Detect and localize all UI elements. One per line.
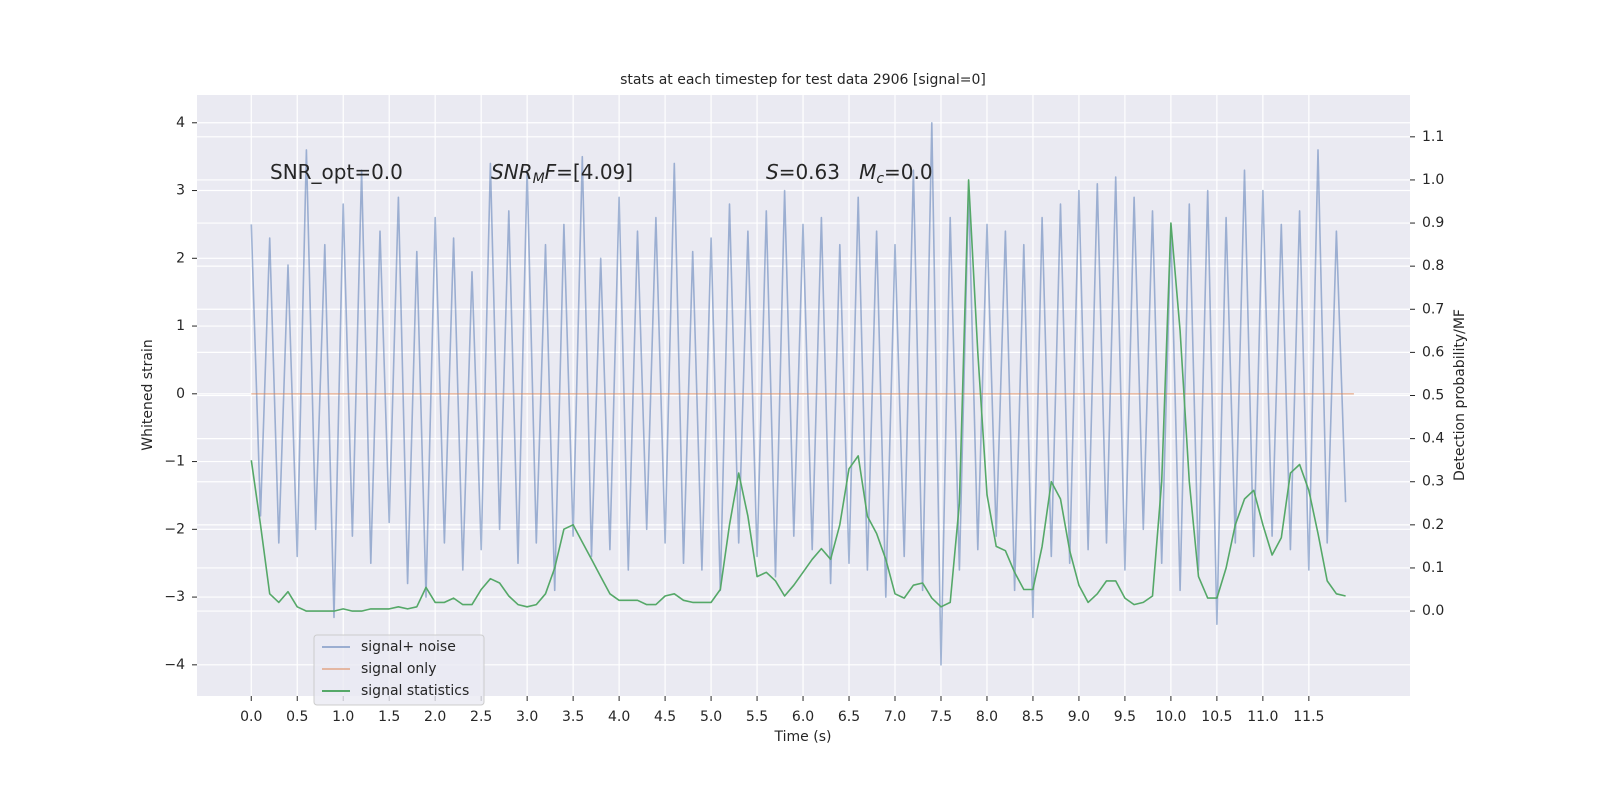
x-tick-label: 4.5 [654,709,676,725]
series-line [250,179,1346,612]
annotation: SNRMF=[4.09] [491,160,633,188]
series-line [250,122,1347,666]
y-tick-label: −3 [164,589,185,605]
y-tick-label: 1 [176,318,185,334]
y-tick-label: 2 [176,250,185,266]
x-tick-label: 2.0 [424,709,446,725]
y-axis-label: Whitened strain [140,339,156,450]
y2-tick-label: 1.0 [1422,172,1444,188]
annotation-part: M [533,171,545,187]
x-tick-label: 3.5 [562,709,584,725]
x-tick-label: 3.0 [516,709,538,725]
legend-box [313,634,485,706]
y2-tick-label: 0.0 [1422,603,1444,619]
annotation: SNR_opt=0.0 [270,160,403,184]
legend-label: signal statistics [361,683,469,699]
legend-label: signal+ noise [361,639,456,655]
x-tick-label: 2.5 [470,709,492,725]
y2-tick-label: 0.2 [1422,517,1444,533]
x-tick-label: 0.0 [240,709,262,725]
x-tick-label: 11.5 [1293,709,1324,725]
y-tick-label: −1 [164,454,185,470]
annotation-part: SNR [491,160,533,184]
annotation-part: SNR_opt=0.0 [270,160,403,184]
x-tick-label: 9.5 [1114,709,1136,725]
y2-tick-label: 0.5 [1422,388,1444,404]
y2-tick-label: 0.4 [1422,431,1444,447]
x-axis-label: Time (s) [774,729,832,745]
x-tick-label: 11.0 [1247,709,1278,725]
annotation-part: c [876,171,884,187]
x-tick-label: 0.5 [286,709,308,725]
x-tick-label: 8.5 [1022,709,1044,725]
chart-title: stats at each timestep for test data 290… [620,72,986,88]
y2-tick-label: 0.6 [1422,344,1444,360]
y-tick-label: 4 [176,115,185,131]
y-tick-label: 0 [176,386,185,402]
y-tick-label: −2 [164,521,185,537]
y-tick-label: 3 [176,183,185,199]
x-tick-label: 6.5 [838,709,860,725]
annotation-part: =0.0 [884,160,933,184]
annotation-part: =0.63 [779,160,859,184]
x-tick-label: 4.0 [608,709,630,725]
y2-tick-label: 0.8 [1422,258,1444,274]
x-tick-label: 10.5 [1201,709,1232,725]
x-tick-label: 9.0 [1068,709,1090,725]
y-tick-label: −4 [164,657,185,673]
annotation-part: =[4.09] [556,160,633,184]
y2-tick-label: 0.1 [1422,560,1444,576]
x-tick-label: 6.0 [792,709,814,725]
y2-tick-label: 1.1 [1422,129,1444,145]
x-tick-label: 7.5 [930,709,952,725]
x-tick-label: 1.5 [378,709,400,725]
x-tick-label: 7.0 [884,709,906,725]
x-tick-label: 5.5 [746,709,768,725]
legend-label: signal only [361,661,436,677]
annotation: S=0.63 Mc=0.0 [766,160,933,188]
y2-tick-label: 0.9 [1422,215,1444,231]
x-tick-label: 10.0 [1155,709,1186,725]
x-tick-label: 1.0 [332,709,354,725]
annotation-part: S [766,160,779,184]
x-tick-label: 5.0 [700,709,722,725]
annotation-part: M [859,160,876,184]
y2-axis-label: Detection probability/MF [1452,309,1468,481]
x-tick-label: 8.0 [976,709,998,725]
y2-tick-label: 0.3 [1422,474,1444,490]
y2-tick-label: 0.7 [1422,301,1444,317]
annotation-part: F [545,160,557,184]
